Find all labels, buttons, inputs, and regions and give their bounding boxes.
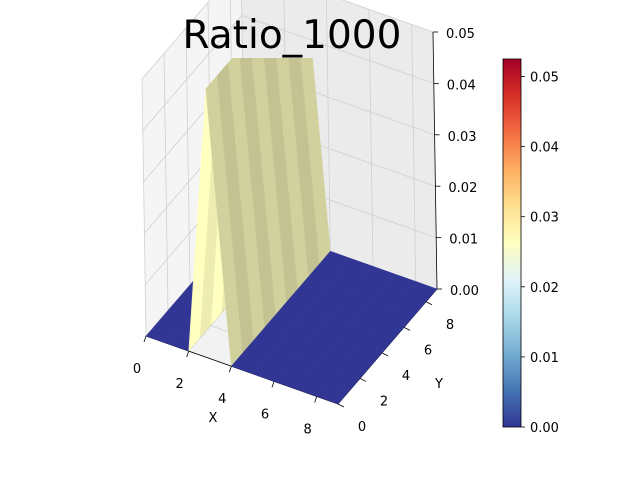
tick-mark — [186, 350, 190, 358]
tick-mark — [271, 381, 275, 388]
wall-gridline — [368, 9, 374, 267]
x-tick-label: 2 — [176, 377, 184, 392]
colorbar-tick-label: 0.03 — [530, 211, 559, 226]
tick-mark — [143, 335, 147, 343]
tick-mark — [359, 378, 367, 382]
x-tick-label: 4 — [218, 392, 226, 407]
colorbar-tick-label: 0.00 — [530, 421, 559, 436]
colorbar-tick-label: 0.05 — [530, 71, 559, 86]
tick-mark — [381, 352, 389, 357]
colorbar-tick-label: 0.02 — [530, 281, 559, 296]
tick-mark — [228, 366, 232, 373]
z-axis-line — [432, 31, 438, 290]
wall-gridline — [141, 0, 211, 80]
z-tick-label: 0.00 — [450, 284, 479, 299]
tick-mark — [403, 326, 411, 331]
x-tick-label: 0 — [133, 362, 141, 377]
x-axis-label: X — [209, 411, 218, 426]
y-tick-label: 2 — [380, 394, 388, 409]
wall-gridline — [341, 0, 434, 33]
y-tick-label: 4 — [402, 369, 410, 384]
z-tick-label: 0.05 — [446, 27, 475, 42]
chart-title: Ratio_1000 — [183, 13, 402, 58]
colorbar-gradient — [502, 58, 522, 428]
colorbar: 0.00 0.01 0.02 0.03 0.04 0.05 — [502, 58, 559, 436]
z-tick-label: 0.03 — [448, 130, 477, 145]
wall-gridline — [326, 0, 331, 252]
tick-mark — [425, 301, 433, 306]
wall-gridline — [141, 78, 147, 337]
wall-gridline — [142, 15, 243, 131]
y-tick-label: 6 — [424, 343, 432, 358]
colorbar-tick-label: 0.04 — [530, 141, 559, 156]
z-tick-label: 0.02 — [448, 181, 477, 196]
colorbar-tick-label: 0.01 — [530, 351, 559, 366]
y-tick-label: 8 — [446, 318, 454, 333]
wall-gridline — [411, 24, 417, 282]
z-tick-label: 0.04 — [447, 78, 476, 93]
surface — [145, 58, 438, 405]
wall-gridline — [185, 27, 191, 285]
y-tick-label: 0 — [358, 420, 366, 435]
surface-facet — [316, 383, 350, 405]
z-tick-label: 0.01 — [449, 233, 478, 248]
tick-mark — [337, 403, 345, 408]
tick-mark — [314, 396, 318, 403]
x-tick-label: 8 — [304, 422, 312, 437]
wall-gridline — [163, 53, 169, 311]
y-axis-label: Y — [434, 377, 443, 392]
x-tick-label: 6 — [261, 407, 269, 422]
wall-gridline — [241, 15, 434, 84]
